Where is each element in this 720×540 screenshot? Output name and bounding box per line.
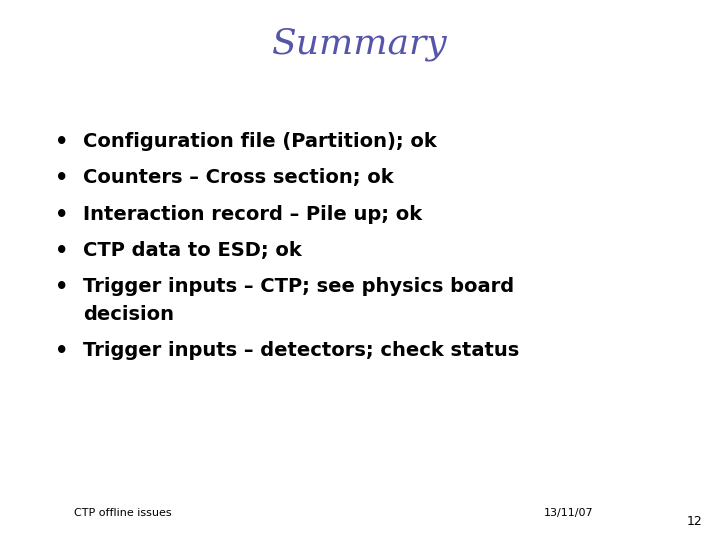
- Text: •: •: [55, 341, 68, 361]
- Text: CTP data to ESD; ok: CTP data to ESD; ok: [83, 241, 302, 260]
- Text: •: •: [55, 241, 68, 261]
- Text: decision: decision: [83, 305, 174, 324]
- Text: •: •: [55, 132, 68, 152]
- Text: •: •: [55, 205, 68, 225]
- Text: Trigger inputs – detectors; check status: Trigger inputs – detectors; check status: [83, 341, 519, 360]
- Text: Configuration file (Partition); ok: Configuration file (Partition); ok: [83, 132, 436, 151]
- Text: •: •: [55, 168, 68, 188]
- Text: CTP offline issues: CTP offline issues: [73, 508, 171, 518]
- Text: Summary: Summary: [272, 27, 448, 61]
- Text: Trigger inputs – CTP; see physics board: Trigger inputs – CTP; see physics board: [83, 277, 514, 296]
- Text: Interaction record – Pile up; ok: Interaction record – Pile up; ok: [83, 205, 422, 224]
- Text: 13/11/07: 13/11/07: [544, 508, 593, 518]
- Text: •: •: [55, 277, 68, 297]
- Text: Counters – Cross section; ok: Counters – Cross section; ok: [83, 168, 393, 187]
- Text: 12: 12: [686, 515, 702, 528]
